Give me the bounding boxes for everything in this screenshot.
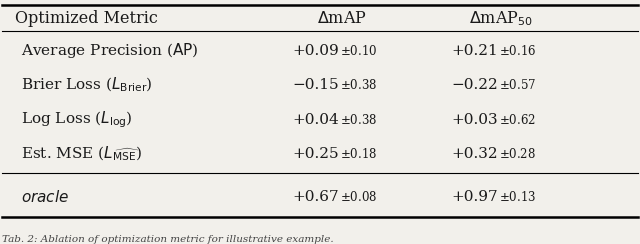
Text: Log Loss ($L_{\mathrm{log}}$): Log Loss ($L_{\mathrm{log}}$) (21, 109, 133, 130)
Text: Average Precision ($\mathsf{AP}$): Average Precision ($\mathsf{AP}$) (21, 41, 199, 60)
Text: −0.15: −0.15 (292, 78, 339, 92)
Text: Brier Loss ($L_{\mathrm{Brier}}$): Brier Loss ($L_{\mathrm{Brier}}$) (21, 76, 153, 94)
Text: Optimized Metric: Optimized Metric (15, 10, 157, 27)
Text: −0.22: −0.22 (451, 78, 498, 92)
Text: $\pm$0.57: $\pm$0.57 (499, 78, 536, 92)
Text: $\pm$0.08: $\pm$0.08 (340, 190, 378, 204)
Text: Est. MSE ($L_{\widehat{\mathrm{MSE}}}$): Est. MSE ($L_{\widehat{\mathrm{MSE}}}$) (21, 145, 142, 163)
Text: $\pm$0.18: $\pm$0.18 (340, 147, 378, 161)
Text: +0.97: +0.97 (451, 190, 498, 204)
Text: +0.09: +0.09 (292, 44, 339, 58)
Text: $\pm$0.13: $\pm$0.13 (499, 190, 536, 204)
Text: $\pm$0.38: $\pm$0.38 (340, 113, 377, 127)
Text: $\pm$0.16: $\pm$0.16 (499, 44, 536, 58)
Text: +0.32: +0.32 (451, 147, 498, 161)
Text: $\Delta$mAP$_{50}$: $\Delta$mAP$_{50}$ (469, 9, 533, 28)
Text: +0.25: +0.25 (292, 147, 339, 161)
Text: +0.67: +0.67 (292, 190, 339, 204)
Text: $\pm$0.10: $\pm$0.10 (340, 44, 378, 58)
Text: $\mathit{oracle}$: $\mathit{oracle}$ (21, 189, 69, 205)
Text: +0.04: +0.04 (292, 113, 339, 127)
Text: $\Delta$mAP: $\Delta$mAP (317, 10, 367, 27)
Text: $\pm$0.62: $\pm$0.62 (499, 113, 536, 127)
Text: $\pm$0.38: $\pm$0.38 (340, 78, 377, 92)
Text: $\pm$0.28: $\pm$0.28 (499, 147, 536, 161)
Text: Tab. 2: Ablation of optimization metric for illustrative example.: Tab. 2: Ablation of optimization metric … (2, 235, 333, 244)
Text: +0.21: +0.21 (451, 44, 498, 58)
Text: +0.03: +0.03 (451, 113, 498, 127)
